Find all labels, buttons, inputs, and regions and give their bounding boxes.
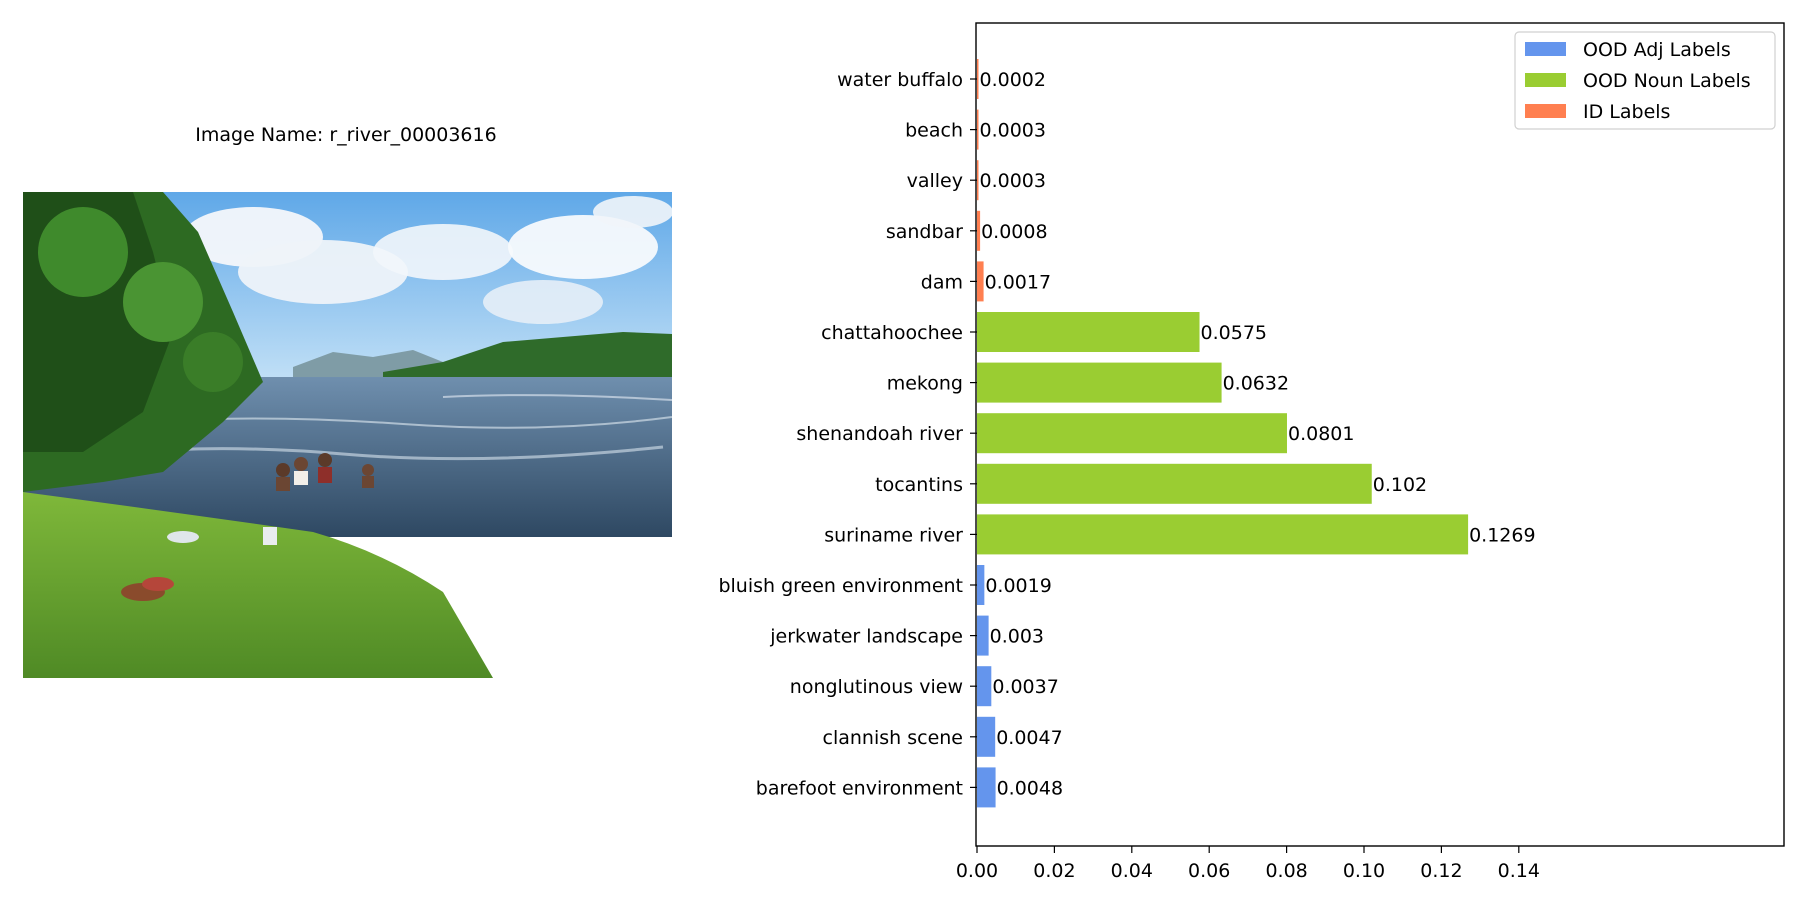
bar-valley bbox=[977, 160, 979, 201]
legend-label-id: ID Labels bbox=[1583, 101, 1670, 123]
value-labels-layer: 0.0002 0.0003 0.0003 0.0008 0.0017 0.0575 0.06… bbox=[980, 69, 1536, 799]
legend-label-ood-noun: OOD Noun Labels bbox=[1583, 70, 1751, 92]
bar-water-buffalo bbox=[977, 59, 979, 99]
value-label-tocantins: 0.102 bbox=[1373, 474, 1427, 496]
value-label-jerkwater-landscape: 0.003 bbox=[990, 626, 1044, 648]
y-tick-label-bluish-green-environment: bluish green environment bbox=[718, 575, 963, 597]
x-tick-label: 0.10 bbox=[1343, 860, 1385, 882]
x-tick-label: 0.02 bbox=[1033, 860, 1075, 882]
legend-swatch-ood-noun bbox=[1525, 73, 1566, 87]
y-tick-label-suriname-river: suriname river bbox=[824, 524, 963, 546]
y-tick-label-tocantins: tocantins bbox=[875, 474, 963, 496]
value-label-sandbar: 0.0008 bbox=[981, 221, 1047, 243]
bars-layer bbox=[977, 59, 1469, 808]
x-tick-label: 0.12 bbox=[1420, 860, 1462, 882]
legend-label-ood-adj: OOD Adj Labels bbox=[1583, 39, 1731, 61]
y-tick-label-clannish-scene: clannish scene bbox=[823, 727, 963, 749]
value-label-dam: 0.0017 bbox=[985, 271, 1051, 293]
y-tick-labels: water buffalo beach valley sandbar dam chatta… bbox=[718, 69, 977, 799]
bar-clannish-scene bbox=[977, 716, 996, 757]
plot-frame bbox=[975, 22, 1785, 847]
bar-mekong bbox=[977, 362, 1222, 403]
value-label-barefoot-environment: 0.0048 bbox=[997, 777, 1063, 799]
y-tick-label-nonglutinous-view: nonglutinous view bbox=[790, 676, 963, 698]
x-tick-label: 0.14 bbox=[1498, 860, 1540, 882]
bar-dam bbox=[977, 261, 984, 302]
y-tick-label-valley: valley bbox=[907, 170, 963, 192]
x-tick-label: 0.00 bbox=[956, 860, 998, 882]
bar-beach bbox=[977, 109, 979, 150]
x-tick-label: 0.06 bbox=[1188, 860, 1230, 882]
x-axis: 0.00 0.02 0.04 0.06 0.08 0.10 0.12 0.14 bbox=[956, 846, 1540, 882]
bar-barefoot-environment bbox=[977, 767, 996, 808]
image-name-title: Image Name: r_river_00003616 bbox=[195, 124, 497, 146]
bar-nonglutinous-view bbox=[977, 666, 992, 707]
value-label-suriname-river: 0.1269 bbox=[1469, 524, 1535, 546]
value-label-valley: 0.0003 bbox=[980, 170, 1046, 192]
y-tick-label-jerkwater-landscape: jerkwater landscape bbox=[769, 626, 963, 648]
bar-shenandoah-river bbox=[977, 413, 1287, 454]
bar-suriname-river bbox=[977, 514, 1469, 555]
river-photo bbox=[23, 192, 672, 678]
y-tick-label-chattahoochee: chattahoochee bbox=[821, 322, 963, 344]
value-label-nonglutinous-view: 0.0037 bbox=[992, 676, 1058, 698]
y-tick-label-dam: dam bbox=[921, 271, 963, 293]
y-tick-label-water-buffalo: water buffalo bbox=[837, 69, 963, 91]
x-tick-label: 0.08 bbox=[1265, 860, 1307, 882]
legend-swatch-ood-adj bbox=[1525, 42, 1566, 56]
legend: OOD Adj Labels OOD Noun Labels ID Labels bbox=[1514, 31, 1776, 130]
bar-chattahoochee bbox=[977, 312, 1200, 352]
x-tick-label: 0.04 bbox=[1111, 860, 1153, 882]
value-label-water-buffalo: 0.0002 bbox=[980, 69, 1046, 91]
value-label-mekong: 0.0632 bbox=[1223, 373, 1289, 395]
value-label-shenandoah-river: 0.0801 bbox=[1288, 423, 1354, 445]
value-label-chattahoochee: 0.0575 bbox=[1201, 322, 1267, 344]
image-panel: Image Name: r_river_00003616 bbox=[0, 0, 700, 900]
legend-box bbox=[1514, 31, 1776, 130]
bar-bluish-green-environment bbox=[977, 565, 985, 605]
value-label-clannish-scene: 0.0047 bbox=[996, 727, 1062, 749]
legend-swatch-id bbox=[1525, 104, 1566, 118]
value-label-bluish-green-environment: 0.0019 bbox=[985, 575, 1051, 597]
y-tick-label-beach: beach bbox=[905, 120, 963, 142]
y-tick-label-shenandoah-river: shenandoah river bbox=[796, 423, 963, 445]
bar-tocantins bbox=[977, 463, 1372, 504]
bar-sandbar bbox=[977, 210, 981, 251]
y-tick-label-barefoot-environment: barefoot environment bbox=[756, 777, 963, 799]
bar-jerkwater-landscape bbox=[977, 615, 989, 656]
y-tick-label-mekong: mekong bbox=[887, 373, 963, 395]
value-label-beach: 0.0003 bbox=[980, 120, 1046, 142]
y-tick-label-sandbar: sandbar bbox=[886, 221, 963, 243]
